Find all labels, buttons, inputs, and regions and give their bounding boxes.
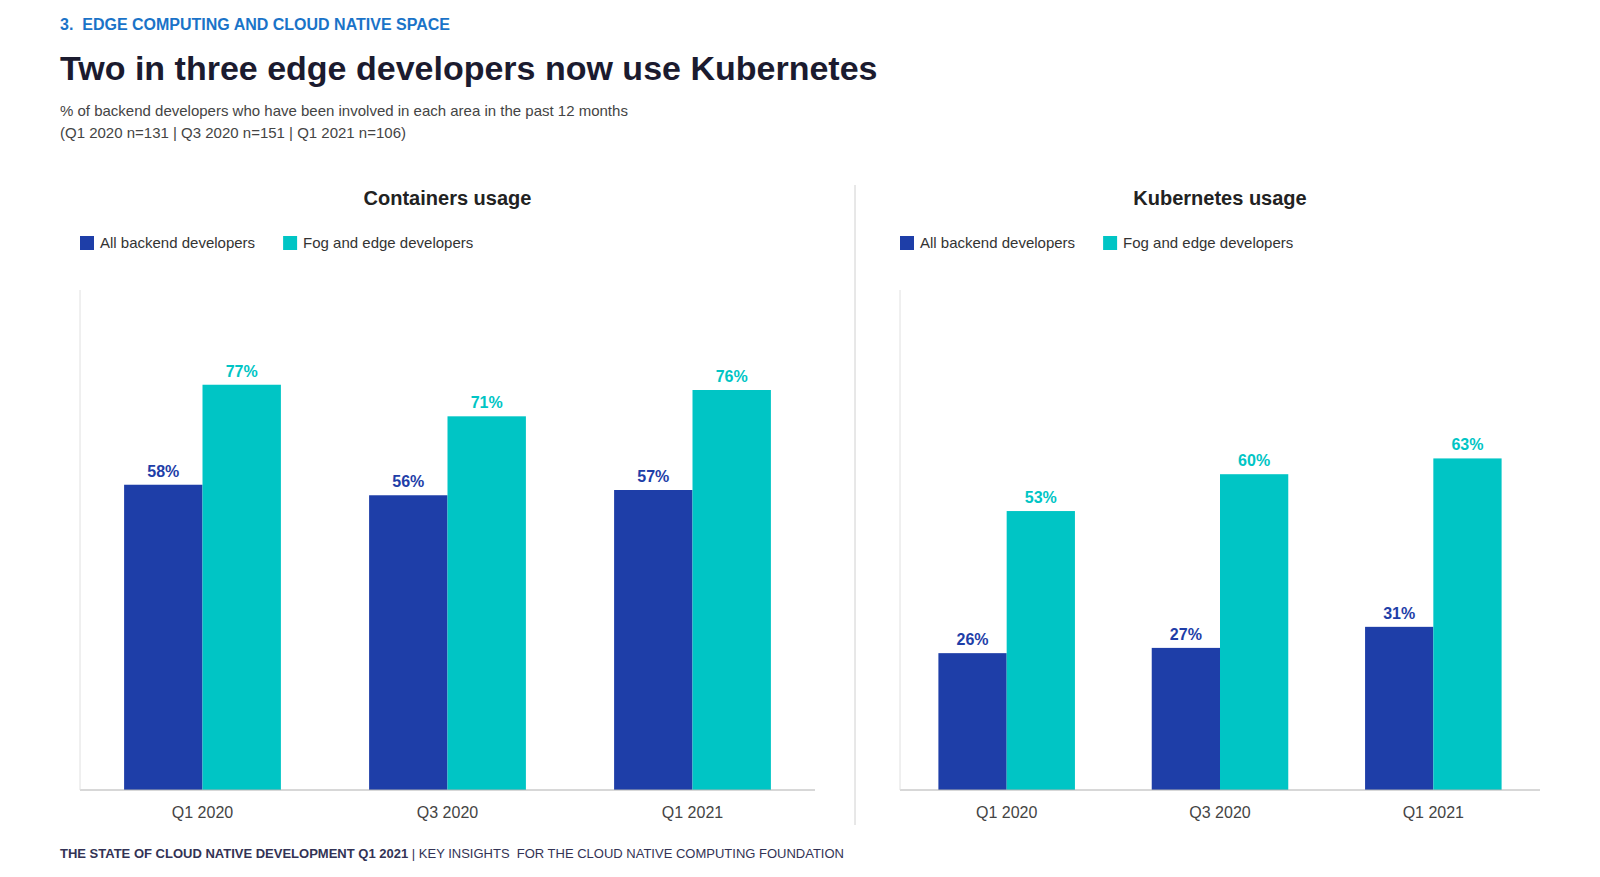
bars [938, 458, 1501, 790]
data-label: 31% [1383, 605, 1415, 622]
bar [448, 416, 526, 790]
legend-label: Fog and edge developers [303, 234, 473, 251]
separator [855, 185, 856, 825]
x-tick-label: Q1 2021 [1403, 804, 1464, 821]
data-label: 27% [1170, 626, 1202, 643]
chart: Kubernetes usage All backend developers Fo… [900, 187, 1540, 821]
subtitle: % of backend developers who have been in… [60, 102, 628, 119]
bar [614, 490, 692, 790]
subtitle: (Q1 2020 n=131 | Q3 2020 n=151 | Q1 2021… [60, 124, 406, 141]
chart-title: Containers usage [364, 187, 532, 209]
x-tick-label: Q1 2021 [662, 804, 723, 821]
legend-label: All backend developers [920, 234, 1075, 251]
data-label: 71% [471, 394, 503, 411]
footer-part: THE STATE OF CLOUD NATIVE DEVELOPMENT Q1… [60, 846, 412, 861]
footer-part: KEY INSIGHTS FOR THE CLOUD NATIVE COMPUT… [415, 846, 844, 861]
data-labels: 58% 77% 56% 71% 57% 76% [147, 363, 747, 491]
bar [1433, 458, 1501, 790]
data-labels: 26% 53% 27% 60% 31% 63% [957, 436, 1484, 648]
data-label: 63% [1451, 436, 1483, 453]
bar [369, 495, 447, 790]
section-title: 3. EDGE COMPUTING AND CLOUD NATIVE SPACE [60, 16, 450, 33]
x-tick-label: Q3 2020 [1189, 804, 1250, 821]
bars [124, 385, 771, 790]
x-axis [80, 790, 815, 791]
bar [1365, 627, 1433, 790]
data-label: 58% [147, 463, 179, 480]
footer: THE STATE OF CLOUD NATIVE DEVELOPMENT Q1… [60, 846, 844, 861]
data-label: 56% [392, 473, 424, 490]
background [0, 0, 1600, 877]
chart: Containers usage All backend developers Fo… [80, 187, 815, 821]
data-label: 60% [1238, 452, 1270, 469]
legend-label: Fog and edge developers [1123, 234, 1293, 251]
legend-label: All backend developers [100, 234, 255, 251]
bar [693, 390, 771, 790]
data-label: 53% [1025, 489, 1057, 506]
bar [1152, 648, 1220, 790]
x-tick-label: Q1 2020 [172, 804, 233, 821]
chart-title: Kubernetes usage [1133, 187, 1306, 209]
legend: All backend developers Fog and edge devel… [80, 234, 473, 251]
x-tick-label: Q1 2020 [976, 804, 1037, 821]
x-tick-label: Q3 2020 [417, 804, 478, 821]
data-label: 26% [957, 631, 989, 648]
y-axis [80, 290, 81, 790]
bar [1007, 511, 1075, 790]
legend-swatch [80, 236, 94, 250]
bar [124, 485, 202, 790]
y-axis [900, 290, 901, 790]
legend-swatch [1103, 236, 1117, 250]
bar [1220, 474, 1288, 790]
x-axis [900, 790, 1540, 791]
data-label: 77% [226, 363, 258, 380]
legend-swatch [283, 236, 297, 250]
data-label: 57% [637, 468, 669, 485]
data-label: 76% [716, 368, 748, 385]
legend-swatch [900, 236, 914, 250]
bar [203, 385, 281, 790]
bar [938, 653, 1006, 790]
page: 3. EDGE COMPUTING AND CLOUD NATIVE SPACE… [0, 0, 1600, 877]
main-title: Two in three edge developers now use Kub… [60, 49, 877, 87]
legend: All backend developers Fog and edge devel… [900, 234, 1293, 251]
